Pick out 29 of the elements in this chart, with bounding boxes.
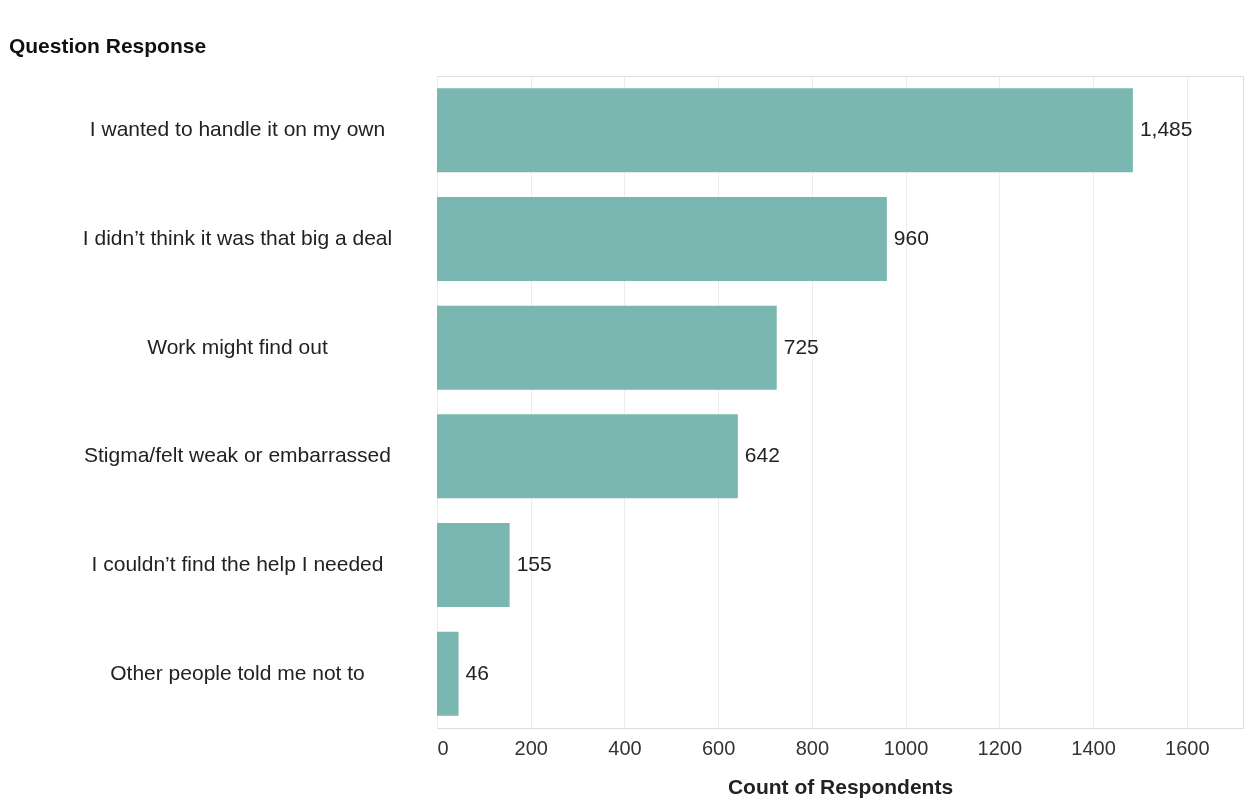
bar <box>437 305 777 390</box>
y-tick-label: I didn’t think it was that big a deal <box>82 226 393 249</box>
y-tick-label: Other people told me not to <box>110 660 365 684</box>
bar <box>437 88 1133 173</box>
bar <box>437 631 459 716</box>
x-tick-label: 1000 <box>883 736 929 759</box>
data-label: 1,485 <box>1139 117 1193 141</box>
data-label: 46 <box>465 660 489 684</box>
bar <box>437 197 887 281</box>
x-tick-label: 600 <box>701 736 736 759</box>
x-tick-label: 1200 <box>977 736 1023 759</box>
bar <box>437 523 510 607</box>
x-tick-label: 800 <box>795 736 830 759</box>
x-tick-label: 1600 <box>1165 736 1210 759</box>
x-tick-label: 1400 <box>1071 736 1116 759</box>
data-label: 960 <box>893 226 929 249</box>
y-axis-title: Question Response <box>8 33 207 57</box>
x-tick-label: 400 <box>608 736 642 759</box>
y-tick-label: I couldn’t find the help I needed <box>91 552 384 575</box>
data-label: 725 <box>783 334 819 358</box>
x-tick-label: 0 <box>437 736 449 759</box>
y-tick-label: Stigma/felt weak or embarrassed <box>84 443 391 467</box>
y-tick-label: Work might find out <box>147 334 328 358</box>
data-label: 155 <box>516 552 552 575</box>
bar <box>437 414 738 499</box>
data-label: 642 <box>744 443 780 467</box>
x-tick-label: 200 <box>514 736 548 759</box>
x-axis-title: Count of Respondents <box>727 774 954 798</box>
y-tick-label: I wanted to handle it on my own <box>89 117 386 141</box>
